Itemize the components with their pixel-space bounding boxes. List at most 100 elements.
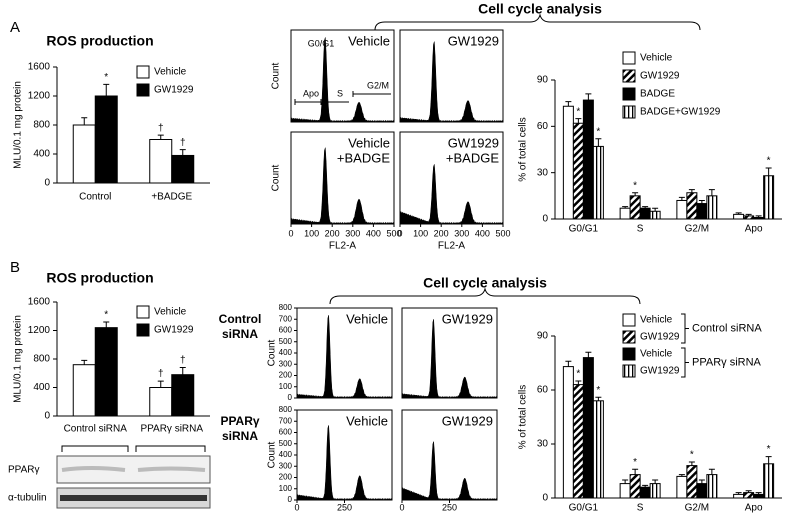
legend-label: Vehicle (640, 53, 673, 64)
x-tick-label: S (637, 224, 644, 235)
legend-swatch (136, 323, 150, 337)
legend-label: GW1929 (640, 71, 680, 82)
error-bar (708, 189, 715, 196)
panel-label: GW1929 (442, 311, 493, 326)
legend-bracket (681, 347, 689, 378)
significance-marker: * (576, 369, 580, 380)
bar (706, 195, 718, 220)
y-tick-label: 0 (44, 178, 50, 189)
histogram (296, 425, 393, 501)
y-tick-label: 800 (33, 354, 50, 365)
histogram (399, 41, 504, 123)
y-axis-label: Count (267, 339, 278, 366)
panel-label: +BADGE (337, 150, 390, 165)
error-bar (179, 367, 186, 375)
histogram (401, 441, 498, 501)
x-tick-label: 400 (366, 228, 381, 238)
y-tick-label: 500 (279, 439, 293, 448)
panel-label: GW1929 (448, 135, 499, 150)
histogram-frame (399, 131, 504, 225)
error-bar (632, 468, 639, 475)
x-tick-label: G2/M (685, 224, 709, 235)
y-tick-label: 600 (279, 326, 293, 335)
bar (629, 474, 641, 499)
bar (171, 374, 195, 417)
error-bar (103, 321, 110, 328)
y-tick-label: 300 (279, 359, 293, 368)
x-tick-label: 500 (386, 228, 401, 238)
histogram (399, 164, 504, 225)
x-axis-label: FL2-A (329, 241, 357, 252)
x-tick-label: 100 (413, 228, 428, 238)
blot-label: PPARγ (8, 465, 40, 476)
bar (696, 483, 708, 499)
error-bar (745, 213, 752, 216)
error-bar (157, 380, 164, 388)
histogram-frame (401, 307, 498, 399)
significance-marker: * (104, 72, 108, 83)
western-blot: PPARγ α-tubulin (8, 445, 211, 509)
section-header: Cell cycle analysis (478, 1, 602, 17)
brace (329, 287, 641, 305)
y-tick-label: 30 (537, 167, 549, 178)
legend-group-label: Control siRNA (692, 322, 762, 334)
legend-swatch (136, 305, 150, 319)
gate-label: G2/M (367, 80, 389, 90)
legend-swatch (622, 330, 636, 344)
legend-swatch (622, 87, 636, 101)
y-tick-label: 0 (542, 493, 548, 504)
significance-marker: † (158, 123, 164, 134)
y-axis-label: % of total cells (518, 117, 529, 181)
panel-label: Vehicle (348, 33, 390, 48)
bar (562, 366, 574, 499)
histogram (401, 319, 498, 399)
error-bar (708, 468, 715, 475)
significance-marker: † (180, 355, 186, 366)
error-bar (745, 490, 752, 493)
histogram (296, 315, 393, 399)
x-tick-label: G0/G1 (569, 503, 599, 514)
bar (696, 203, 708, 220)
y-tick-label: 400 (33, 382, 50, 393)
x-tick-label: +BADGE (151, 192, 192, 203)
panel-label: +BADGE (446, 150, 499, 165)
bar (733, 493, 745, 499)
error-bar (622, 479, 629, 484)
bar (743, 215, 755, 220)
x-tick-label: 500 (495, 228, 510, 238)
error-bar (642, 206, 649, 209)
x-tick-label: 300 (345, 228, 360, 238)
y-tick-label: 0 (288, 495, 293, 504)
error-bar (81, 359, 88, 365)
error-bar (622, 206, 629, 209)
error-bar (688, 189, 695, 193)
x-tick-label: Control (79, 192, 111, 203)
error-bar (755, 215, 762, 218)
row-label: siRNA (222, 327, 258, 341)
legend-label: GW1929 (154, 85, 194, 96)
x-tick-label: 300 (454, 228, 469, 238)
legend-label: BADGE (640, 89, 675, 100)
significance-marker: * (596, 126, 600, 137)
significance-marker: * (767, 156, 771, 167)
x-tick-label: S (637, 503, 644, 514)
y-tick-label: 0 (288, 393, 293, 402)
gate-marker (294, 91, 391, 105)
bar (686, 192, 698, 220)
legend-swatch (136, 65, 150, 79)
error-bar (585, 93, 592, 101)
y-axis-label: % of total cells (518, 385, 529, 449)
histogram-frame (290, 131, 395, 225)
y-tick-label: 400 (279, 348, 293, 357)
error-bar (179, 149, 186, 156)
bar (619, 207, 631, 220)
bar (171, 154, 195, 184)
error-bar (678, 474, 685, 477)
bar (592, 400, 604, 499)
gate-label: G0/G1 (308, 38, 335, 48)
bar (676, 475, 688, 499)
y-tick-label: 90 (537, 331, 549, 342)
y-tick-label: 200 (279, 371, 293, 380)
x-tick-label: Apo (745, 224, 763, 235)
bar (639, 207, 651, 220)
